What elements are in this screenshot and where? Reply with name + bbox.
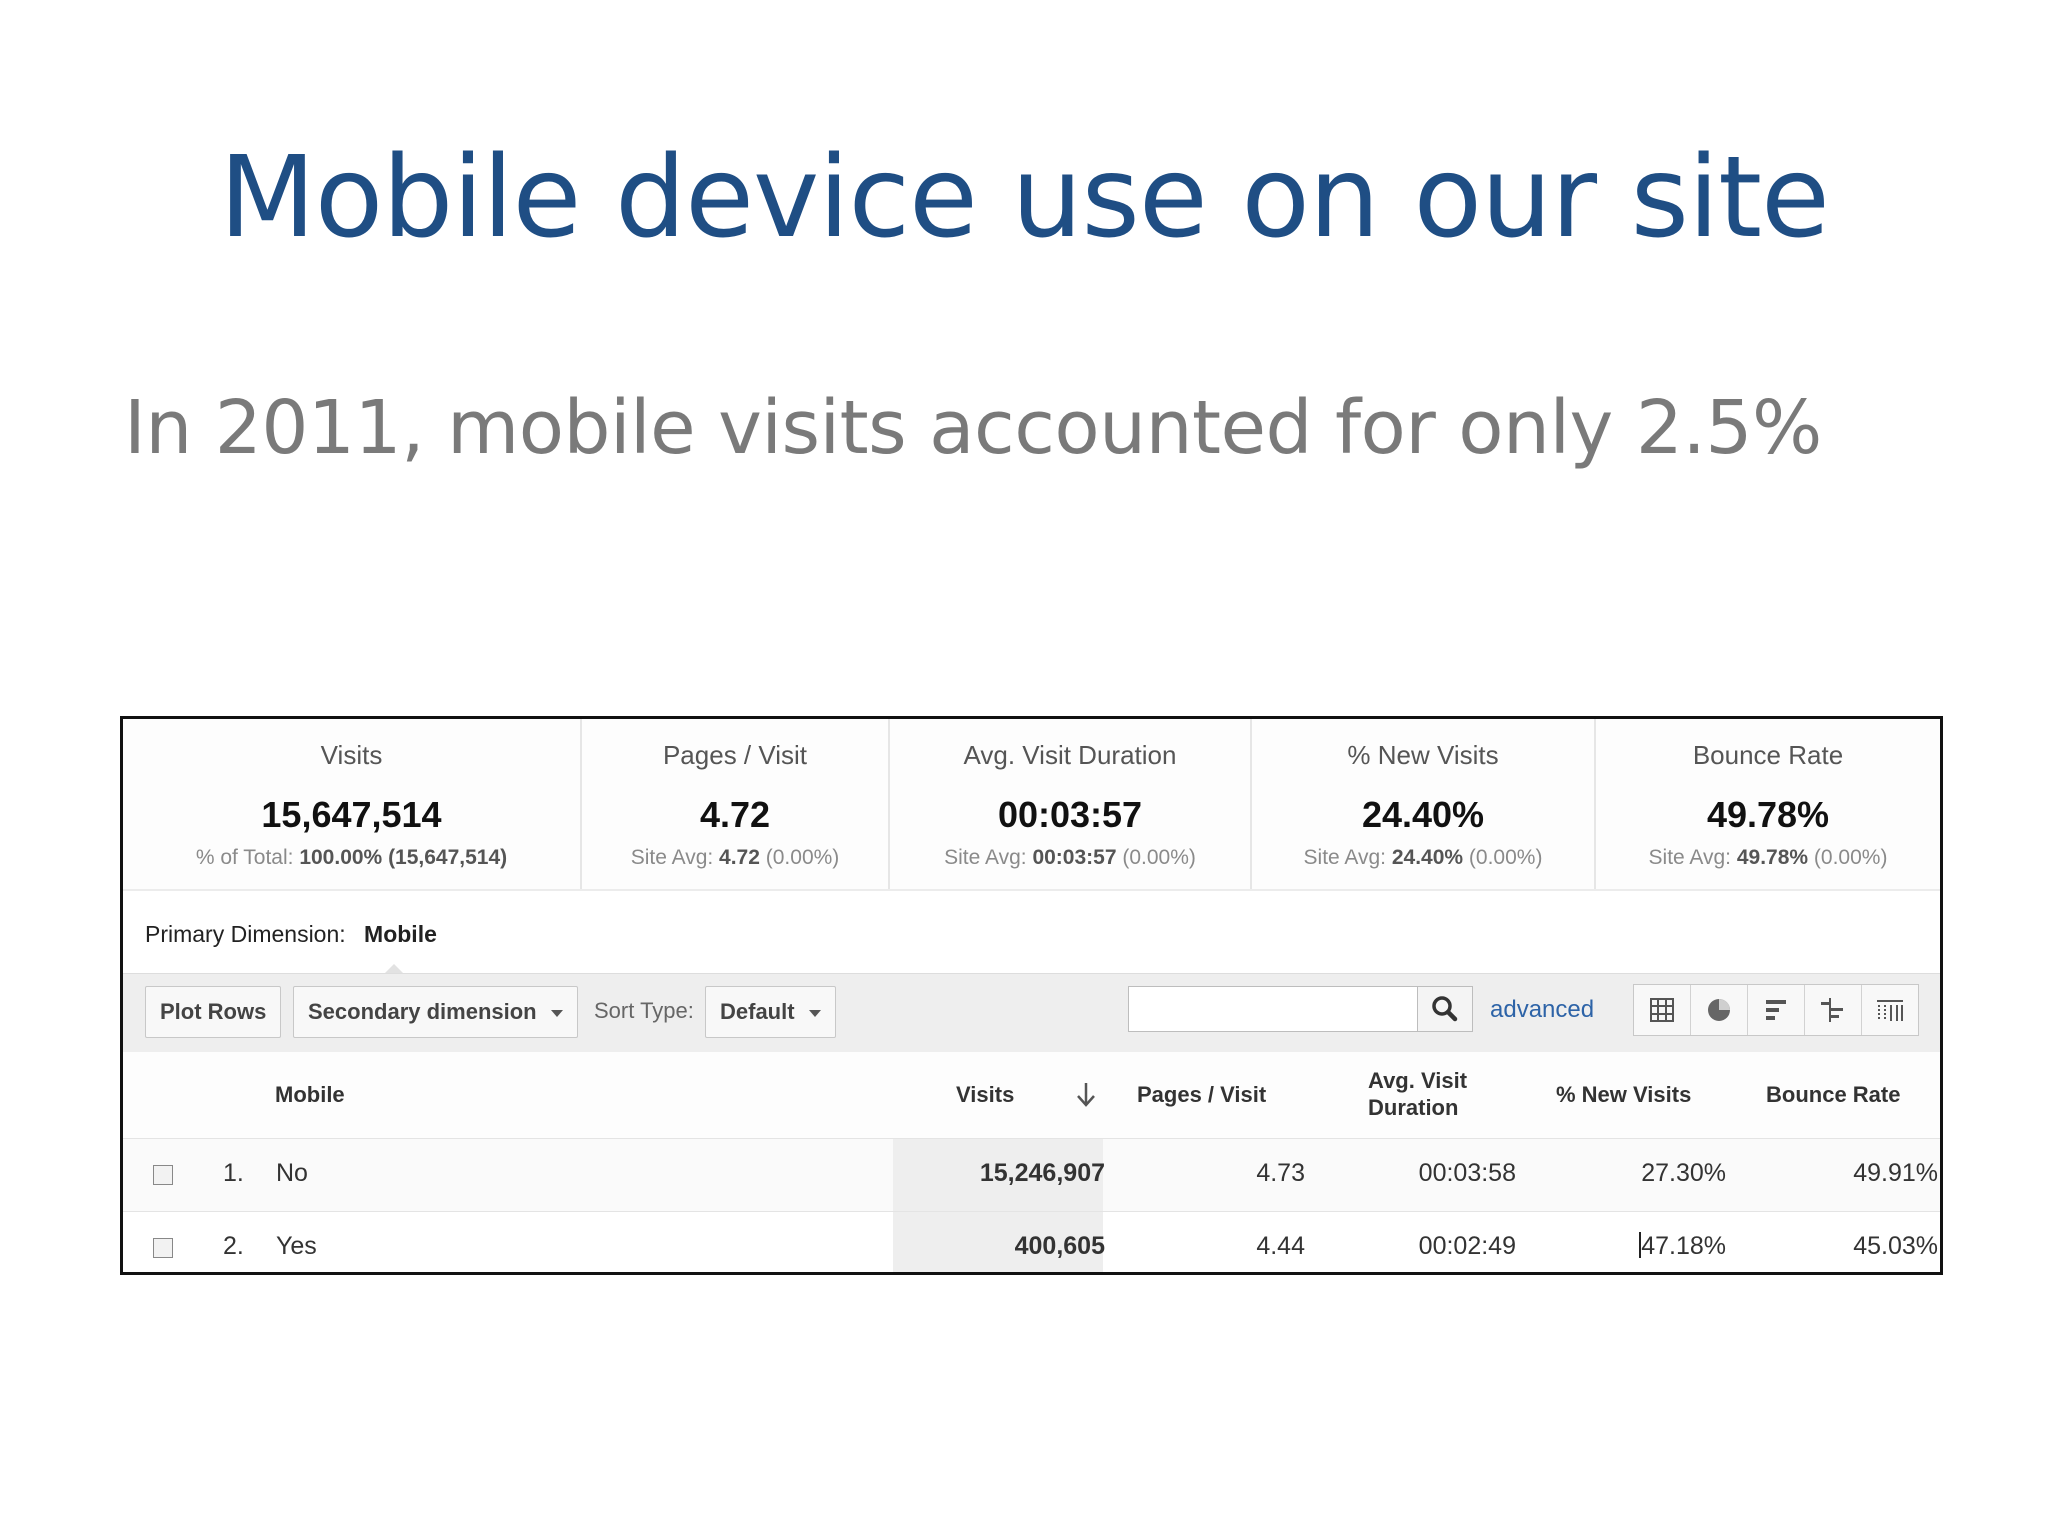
analytics-report-screenshot: Visits 15,647,514 % of Total: 100.00% (1… <box>120 716 1943 1275</box>
cell-mobile: No <box>276 1159 308 1187</box>
text-cursor <box>1639 1232 1642 1258</box>
cell-bounce-rate: 49.91% <box>1853 1159 1938 1187</box>
primary-dimension-label: Primary Dimension: <box>145 921 346 947</box>
scorecard-sub: Site Avg: 4.72 (0.00%) <box>630 846 840 869</box>
column-header-line: Duration <box>1368 1095 1459 1120</box>
cell-visits: 400,605 <box>1014 1232 1105 1260</box>
row-checkbox[interactable] <box>153 1165 173 1185</box>
row-checkbox[interactable] <box>153 1238 173 1258</box>
scorecard-value: 49.78% <box>1706 794 1830 835</box>
primary-dimension: Primary Dimension: Mobile <box>145 921 437 948</box>
scorecard-avg-visit-duration[interactable]: Avg. Visit Duration 00:03:57 Site Avg: 0… <box>890 719 1252 889</box>
scorecard-sub: Site Avg: 00:03:57 (0.00%) <box>944 846 1196 869</box>
column-header-bounce-rate[interactable]: Bounce Rate <box>1766 1082 1901 1107</box>
scorecard-value: 24.40% <box>1361 794 1485 835</box>
primary-dimension-value[interactable]: Mobile <box>364 921 437 947</box>
row-index: 2. <box>223 1232 244 1260</box>
cell-visits: 15,246,907 <box>979 1159 1105 1187</box>
scorecard-label: % New Visits <box>1347 740 1499 770</box>
table-row[interactable]: 2. Yes 400,605 4.44 00:02:49 47.18% 45.0… <box>123 1212 1940 1272</box>
sorted-column-highlight <box>893 1212 1103 1272</box>
chevron-down-icon <box>808 1009 821 1017</box>
table-row[interactable]: 1. No 15,246,907 4.73 00:03:58 27.30% 49… <box>123 1139 1940 1212</box>
scorecard-new-visits[interactable]: % New Visits 24.40% Site Avg: 24.40% (0.… <box>1252 719 1596 889</box>
table-header: Mobile Visits Pages / Visit Avg. Visit D… <box>123 1052 1940 1140</box>
cell-avg-visit-duration: 00:03:58 <box>1418 1159 1516 1187</box>
column-header-new-visits[interactable]: % New Visits <box>1556 1082 1692 1107</box>
column-header-visits[interactable]: Visits <box>956 1082 1015 1107</box>
column-header-avg-visit-duration[interactable]: Avg. Visit Duration <box>1368 1067 1467 1121</box>
primary-dimension-caret-icon <box>385 964 403 973</box>
cell-bounce-rate: 45.03% <box>1853 1232 1938 1260</box>
scorecard-label: Avg. Visit Duration <box>963 740 1177 770</box>
cell-pages-visit: 4.44 <box>1256 1232 1305 1260</box>
scorecard-row: Visits 15,647,514 % of Total: 100.00% (1… <box>123 719 1940 891</box>
plot-rows-button[interactable]: Plot Rows <box>145 986 282 1038</box>
scorecard-value: 15,647,514 <box>261 794 442 835</box>
view-switcher <box>1633 984 1919 1036</box>
comparison-view-icon[interactable] <box>1805 985 1862 1035</box>
scorecard-label: Pages / Visit <box>662 740 808 770</box>
sorted-column-highlight <box>893 1139 1103 1211</box>
scorecard-value: 4.72 <box>699 794 771 835</box>
slide-title: Mobile device use on our site <box>219 133 1830 263</box>
table-search-input[interactable] <box>1128 986 1418 1032</box>
bar-view-icon[interactable] <box>1748 985 1805 1035</box>
column-header-line: Avg. Visit <box>1368 1068 1468 1093</box>
table-toolbar: Plot Rows Secondary dimension Sort Type:… <box>123 973 1940 1053</box>
scorecard-label: Visits <box>320 740 383 770</box>
row-index: 1. <box>223 1159 244 1187</box>
search-icon <box>1432 996 1458 1022</box>
sort-descending-icon[interactable] <box>1074 1080 1098 1114</box>
cell-new-visits: 47.18% <box>1639 1232 1726 1260</box>
cell-mobile: Yes <box>276 1232 317 1260</box>
column-header-pages-visit[interactable]: Pages / Visit <box>1137 1082 1267 1107</box>
scorecard-sub: % of Total: 100.00% (15,647,514) <box>195 846 508 869</box>
chevron-down-icon <box>550 1009 563 1017</box>
cell-pages-visit: 4.73 <box>1256 1159 1305 1187</box>
scorecard-pages-visit[interactable]: Pages / Visit 4.72 Site Avg: 4.72 (0.00%… <box>582 719 890 889</box>
sort-type-label: Sort Type: <box>594 998 694 1023</box>
scorecard-visits[interactable]: Visits 15,647,514 % of Total: 100.00% (1… <box>123 719 582 889</box>
pivot-view-icon[interactable] <box>1862 985 1918 1035</box>
cell-new-visits: 27.30% <box>1641 1159 1726 1187</box>
slide-bullet: In 2011, mobile visits accounted for onl… <box>124 385 1822 471</box>
pie-view-icon[interactable] <box>1691 985 1748 1035</box>
scorecard-value: 00:03:57 <box>997 794 1143 835</box>
scorecard-sub: Site Avg: 49.78% (0.00%) <box>1648 846 1888 869</box>
scorecard-bounce-rate[interactable]: Bounce Rate 49.78% Site Avg: 49.78% (0.0… <box>1596 719 1940 889</box>
sort-type-value: Default <box>720 999 795 1024</box>
search-button[interactable] <box>1417 986 1473 1032</box>
secondary-dimension-label: Secondary dimension <box>308 999 537 1024</box>
scorecard-label: Bounce Rate <box>1692 740 1844 770</box>
table-view-icon[interactable] <box>1634 985 1691 1035</box>
sort-type-dropdown[interactable]: Default <box>705 986 836 1038</box>
column-header-mobile[interactable]: Mobile <box>275 1082 345 1107</box>
scorecard-sub: Site Avg: 24.40% (0.00%) <box>1303 846 1543 869</box>
advanced-filter-link[interactable]: advanced <box>1490 996 1595 1023</box>
secondary-dimension-dropdown[interactable]: Secondary dimension <box>293 986 578 1038</box>
cell-avg-visit-duration: 00:02:49 <box>1418 1232 1516 1260</box>
